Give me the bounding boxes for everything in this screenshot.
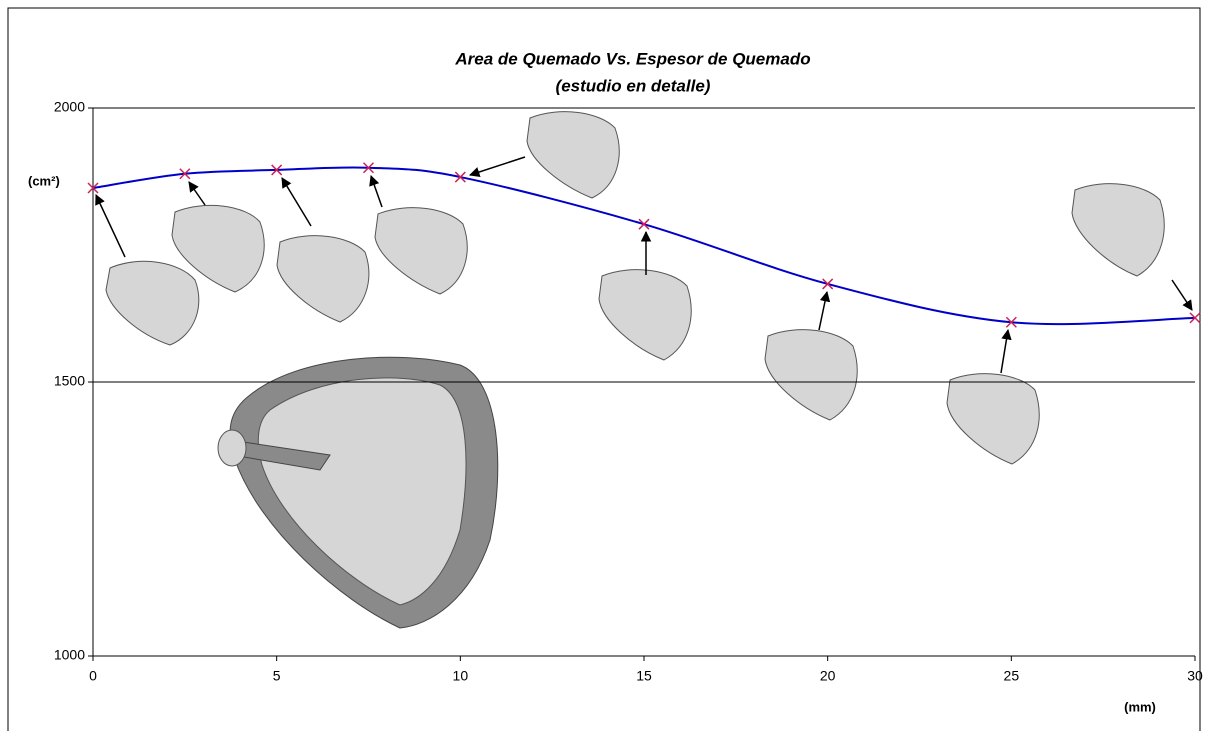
y-axis-label: (cm²) xyxy=(28,173,60,188)
chart-title: Area de Quemado Vs. Espesor de Quemado xyxy=(454,49,810,68)
x-tick-label: 10 xyxy=(453,668,469,684)
chart: Area de Quemado Vs. Espesor de Quemado (… xyxy=(0,0,1208,731)
x-tick-label: 30 xyxy=(1187,668,1203,684)
x-tick-label: 0 xyxy=(89,668,97,684)
x-axis-label: (mm) xyxy=(1124,699,1156,714)
y-tick-label: 1000 xyxy=(54,647,85,663)
x-tick-label: 25 xyxy=(1004,668,1020,684)
y-tick-label: 1500 xyxy=(54,373,85,389)
x-tick-label: 5 xyxy=(273,668,281,684)
frame xyxy=(8,8,1200,731)
x-tick-label: 20 xyxy=(820,668,836,684)
x-tick-label: 15 xyxy=(636,668,652,684)
page: Area de Quemado Vs. Espesor de Quemado (… xyxy=(0,0,1208,736)
chart-subtitle: (estudio en detalle) xyxy=(556,76,711,95)
y-tick-label: 2000 xyxy=(54,99,85,115)
